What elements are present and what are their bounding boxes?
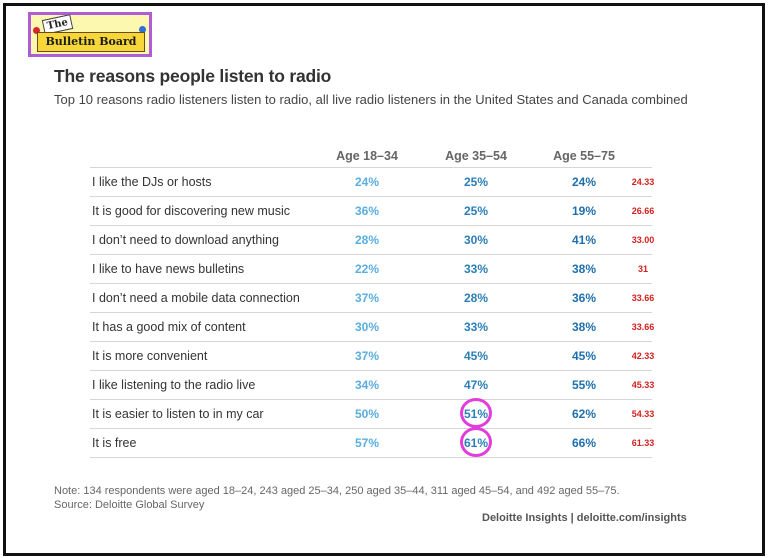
table-row: I don’t need to download anything 28% 30% 4… — [90, 225, 654, 255]
value-age-18-34: 37% — [354, 349, 380, 363]
value-age-55-75: 62% — [571, 407, 597, 421]
bulletin-board-logo: The Bulletin Board — [28, 12, 152, 57]
value-age-18-34: 57% — [354, 436, 380, 450]
table-row: It is free 57% 61% 66% 61.33 — [90, 428, 654, 458]
row-average: 31 — [637, 264, 648, 274]
value-age-35-54: 30% — [463, 233, 489, 247]
row-average: 54.33 — [631, 409, 655, 419]
value-age-55-75: 38% — [571, 320, 597, 334]
row-average: 61.33 — [631, 438, 655, 448]
reason-label: It is easier to listen to in my car — [92, 407, 264, 421]
pin-icon — [139, 26, 146, 33]
value-age-55-75: 41% — [571, 233, 597, 247]
value-age-18-34: 28% — [354, 233, 380, 247]
reason-label: I like to have news bulletins — [92, 262, 245, 276]
table-row: It is more convenient 37% 45% 45% 42.33 — [90, 341, 654, 371]
value-age-35-54: 25% — [463, 204, 489, 218]
value-age-35-54: 45% — [463, 349, 489, 363]
logo-name: Bulletin Board — [37, 32, 145, 52]
value-age-35-54: 33% — [463, 262, 489, 276]
value-age-55-75: 19% — [571, 204, 597, 218]
value-age-35-54: 33% — [463, 320, 489, 334]
value-age-55-75: 38% — [571, 262, 597, 276]
reason-label: I don’t need to download anything — [92, 233, 279, 247]
row-average: 45.33 — [631, 380, 655, 390]
page-subtitle: Top 10 reasons radio listeners listen to… — [54, 92, 688, 107]
page-title: The reasons people listen to radio — [54, 66, 332, 86]
value-age-18-34: 22% — [354, 262, 380, 276]
value-age-55-75: 24% — [571, 175, 597, 189]
value-age-18-34: 30% — [354, 320, 380, 334]
table-row: It is good for discovering new music 36% 2… — [90, 196, 654, 226]
table-row: It is easier to listen to in my car 50% 51… — [90, 399, 654, 429]
value-age-18-34: 50% — [354, 407, 380, 421]
reason-label: I like the DJs or hosts — [92, 175, 212, 189]
frame — [3, 3, 765, 556]
table-row: I like the DJs or hosts 24% 25% 24% 24.33 — [90, 167, 654, 197]
column-header-age-55-75: Age 55–75 — [553, 149, 615, 163]
row-average: 33.66 — [631, 322, 655, 332]
table-row: I don’t need a mobile data connection 37%… — [90, 283, 654, 313]
footnote: Note: 134 respondents were aged 18–24, 2… — [54, 484, 620, 512]
column-header-age-35-54: Age 35–54 — [445, 149, 507, 163]
reason-label: It has a good mix of content — [92, 320, 246, 334]
value-age-55-75: 45% — [571, 349, 597, 363]
reason-label: It is more convenient — [92, 349, 208, 363]
highlight-circle — [460, 427, 492, 457]
value-age-35-54: 47% — [463, 378, 489, 392]
value-age-35-54: 25% — [463, 175, 489, 189]
value-age-55-75: 55% — [571, 378, 597, 392]
table-row: I like to have news bulletins 22% 33% 38% 31 — [90, 254, 652, 284]
row-average: 33.00 — [631, 235, 655, 245]
highlight-circle — [460, 398, 492, 428]
row-average: 26.66 — [631, 206, 655, 216]
source-text: Source: Deloitte Global Survey — [54, 499, 205, 511]
reason-label: It is good for discovering new music — [92, 204, 291, 218]
table-row: It has a good mix of content 30% 33% 38% 33.… — [90, 312, 654, 342]
reason-label: I like listening to the radio live — [92, 378, 256, 392]
table-row: I like listening to the radio live 34% 47%… — [90, 370, 654, 400]
value-age-18-34: 37% — [354, 291, 380, 305]
row-average: 33.66 — [631, 293, 655, 303]
value-age-55-75: 66% — [571, 436, 597, 450]
value-age-18-34: 24% — [354, 175, 380, 189]
reason-label: It is free — [92, 436, 137, 450]
reason-label: I don’t need a mobile data connection — [92, 291, 300, 305]
brand-credit: Deloitte Insights | deloitte.com/insight… — [482, 512, 687, 524]
row-average: 24.33 — [631, 177, 655, 187]
pin-icon — [33, 27, 40, 34]
value-age-18-34: 34% — [354, 378, 380, 392]
value-age-35-54: 28% — [463, 291, 489, 305]
value-age-55-75: 36% — [571, 291, 597, 305]
row-average: 42.33 — [631, 351, 655, 361]
value-age-18-34: 36% — [354, 204, 380, 218]
note-text: Note: 134 respondents were aged 18–24, 2… — [54, 485, 620, 497]
table-bottom-rule — [90, 457, 652, 458]
column-header-age-18-34: Age 18–34 — [336, 149, 398, 163]
